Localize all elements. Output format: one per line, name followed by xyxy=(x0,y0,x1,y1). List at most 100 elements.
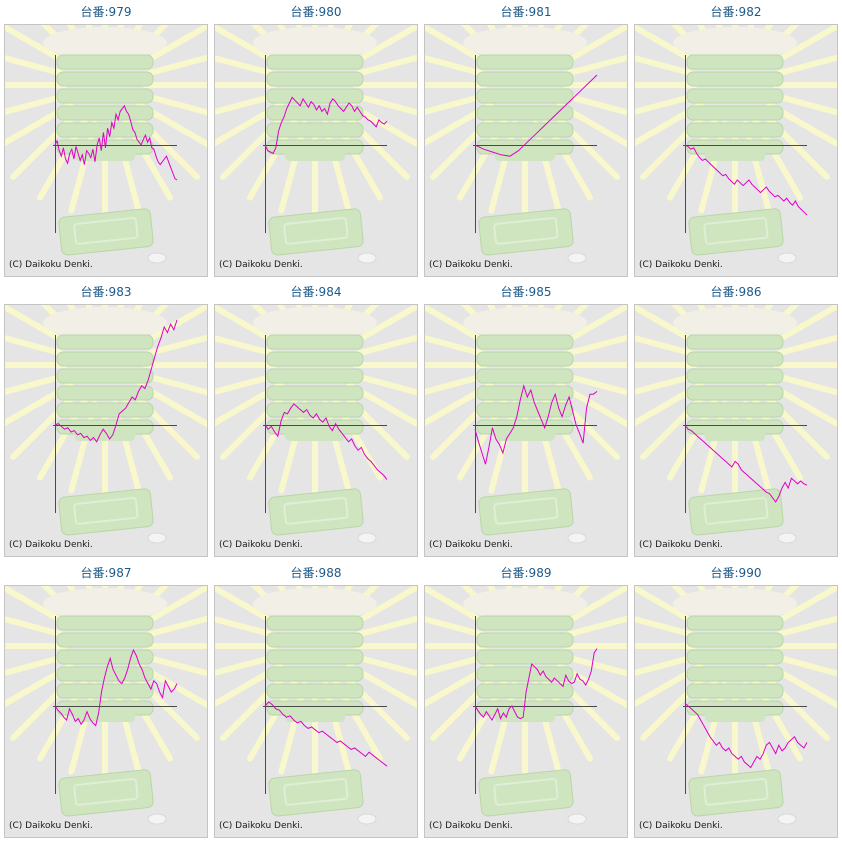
chart-title[interactable]: 台番:990 xyxy=(710,566,762,580)
chart-cell[interactable]: 台番:985 (C) Daikoku Denki. xyxy=(424,282,628,557)
ray-stroke xyxy=(425,92,490,115)
coin-icon xyxy=(147,252,167,264)
background-art xyxy=(425,305,627,544)
top-glow xyxy=(43,307,167,339)
series-line xyxy=(474,74,598,157)
ray-stroke xyxy=(532,400,562,494)
machine-tier xyxy=(56,368,154,384)
chart-cell[interactable]: 台番:984 (C) Daikoku Denki. xyxy=(214,282,418,557)
top-glow xyxy=(463,588,587,620)
ray-stroke xyxy=(136,25,207,68)
machine-tray-inner xyxy=(283,778,349,806)
ray-stroke xyxy=(140,653,207,677)
background-art xyxy=(5,586,207,825)
machine-tier xyxy=(686,683,784,699)
ray-stroke xyxy=(556,305,627,348)
machine-tier xyxy=(686,402,784,418)
chart-title[interactable]: 台番:984 xyxy=(290,285,342,299)
ray-stroke xyxy=(5,55,70,78)
ray-stroke xyxy=(350,653,417,677)
ray-stroke xyxy=(425,616,490,639)
ray-stroke xyxy=(770,653,837,677)
machine-tier xyxy=(56,122,154,138)
chart-svg xyxy=(425,305,627,544)
ray-stroke xyxy=(350,54,417,78)
machine-tier xyxy=(476,402,574,418)
chart-cell[interactable]: 台番:987 (C) Daikoku Denki. xyxy=(4,563,208,838)
ray-stroke xyxy=(766,25,837,68)
machine-base xyxy=(75,147,135,161)
copyright-text: (C) Daikoku Denki. xyxy=(219,821,303,831)
machine-tray xyxy=(58,208,154,256)
ray-stroke xyxy=(5,616,70,639)
ray-stroke xyxy=(425,25,494,68)
ray-stroke xyxy=(698,681,728,775)
series-line xyxy=(474,648,598,721)
chart-cell[interactable]: 台番:982 (C) Daikoku Denki. xyxy=(634,2,838,277)
ray-stroke xyxy=(68,400,98,494)
machine-tray xyxy=(58,769,154,817)
machine-tray-inner xyxy=(73,217,139,245)
coin-icon xyxy=(777,532,797,544)
ray-stroke xyxy=(322,400,352,494)
top-glow xyxy=(673,27,797,59)
ray-stroke xyxy=(635,305,704,348)
chart-cell[interactable]: 台番:979 (C) Daikoku Denki. xyxy=(4,2,208,277)
machine-tier xyxy=(686,88,784,104)
ray-stroke xyxy=(215,586,284,629)
machine-base xyxy=(495,147,555,161)
copyright-text: (C) Daikoku Denki. xyxy=(9,540,93,550)
ray-stroke xyxy=(215,653,280,676)
coin-icon xyxy=(567,252,587,264)
chart-title[interactable]: 台番:983 xyxy=(80,285,132,299)
chart-panel: (C) Daikoku Denki. xyxy=(214,304,418,557)
chart-cell[interactable]: 台番:990 (C) Daikoku Denki. xyxy=(634,563,838,838)
coin-icon xyxy=(777,252,797,264)
machine-tier xyxy=(476,105,574,121)
chart-title[interactable]: 台番:981 xyxy=(500,5,552,19)
chart-cell[interactable]: 台番:989 (C) Daikoku Denki. xyxy=(424,563,628,838)
machine-tray-inner xyxy=(73,778,139,806)
copyright-text: (C) Daikoku Denki. xyxy=(219,540,303,550)
chart-title[interactable]: 台番:987 xyxy=(80,566,132,580)
machine-tier xyxy=(56,334,154,350)
ray-stroke xyxy=(215,335,280,358)
chart-title[interactable]: 台番:986 xyxy=(710,285,762,299)
chart-title[interactable]: 台番:982 xyxy=(710,5,762,19)
machine-tray xyxy=(268,208,364,256)
machine-base xyxy=(285,708,345,722)
ray-stroke xyxy=(278,120,308,214)
chart-title[interactable]: 台番:979 xyxy=(80,5,132,19)
series-line xyxy=(54,104,178,181)
machine-tier xyxy=(56,385,154,401)
ray-stroke xyxy=(532,120,562,214)
chart-title[interactable]: 台番:985 xyxy=(500,285,552,299)
chart-cell[interactable]: 台番:981 (C) Daikoku Denki. xyxy=(424,2,628,277)
machine-base xyxy=(285,427,345,441)
chart-panel: (C) Daikoku Denki. xyxy=(214,24,418,277)
series-line xyxy=(474,383,598,465)
machine-tier xyxy=(56,71,154,87)
chart-cell[interactable]: 台番:986 (C) Daikoku Denki. xyxy=(634,282,838,557)
machine-tier xyxy=(266,351,364,367)
chart-cell[interactable]: 台番:983 (C) Daikoku Denki. xyxy=(4,282,208,557)
chart-title[interactable]: 台番:989 xyxy=(500,566,552,580)
series-line xyxy=(684,702,808,769)
coin-icon xyxy=(357,532,377,544)
background-art xyxy=(215,586,417,825)
chart-cell[interactable]: 台番:988 (C) Daikoku Denki. xyxy=(214,563,418,838)
ray-stroke xyxy=(770,615,837,639)
copyright-text: (C) Daikoku Denki. xyxy=(429,821,513,831)
chart-cell[interactable]: 台番:980 (C) Daikoku Denki. xyxy=(214,2,418,277)
machine-tier xyxy=(56,402,154,418)
chart-svg xyxy=(5,305,207,544)
series-line xyxy=(54,648,178,727)
chart-title[interactable]: 台番:988 xyxy=(290,566,342,580)
copyright-text: (C) Daikoku Denki. xyxy=(9,260,93,270)
ray-stroke xyxy=(350,372,417,396)
background-art xyxy=(635,25,837,264)
ray-stroke xyxy=(350,334,417,358)
machine-tier xyxy=(476,351,574,367)
ray-stroke xyxy=(346,25,417,68)
chart-title[interactable]: 台番:980 xyxy=(290,5,342,19)
